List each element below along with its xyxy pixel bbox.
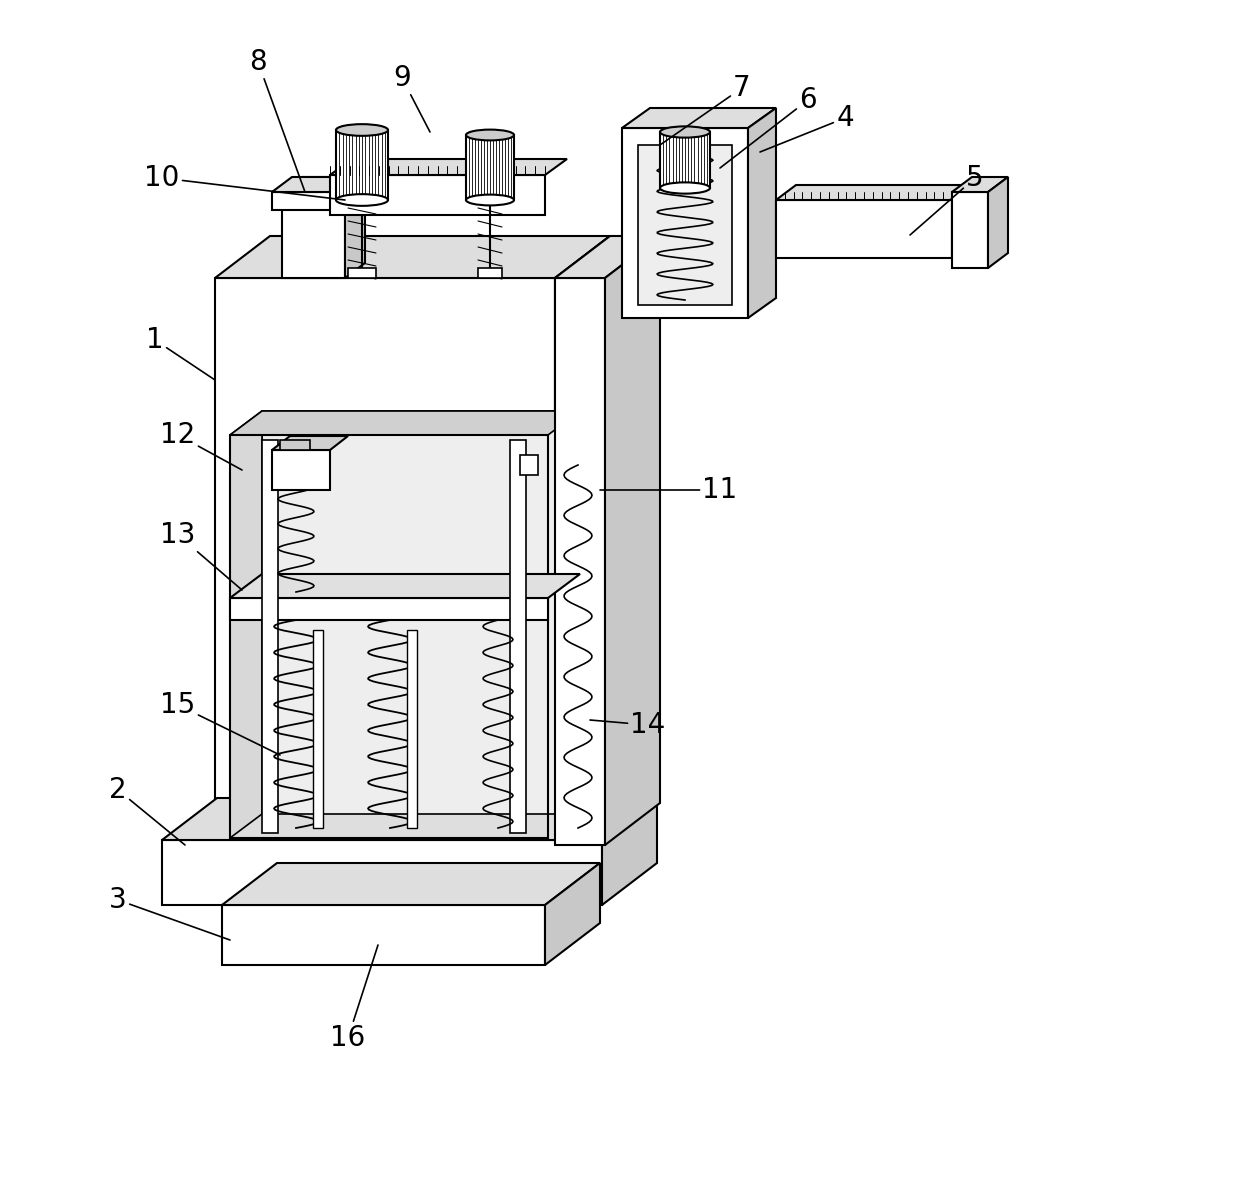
Text: 11: 11 — [600, 476, 738, 504]
Polygon shape — [345, 177, 365, 278]
Text: 13: 13 — [160, 522, 242, 590]
Polygon shape — [330, 159, 567, 175]
Polygon shape — [222, 863, 600, 905]
Polygon shape — [272, 435, 348, 450]
Text: 2: 2 — [109, 776, 185, 845]
Polygon shape — [348, 268, 376, 278]
Polygon shape — [622, 109, 776, 127]
Polygon shape — [407, 630, 417, 828]
Polygon shape — [520, 455, 538, 476]
Text: 14: 14 — [590, 712, 666, 739]
Polygon shape — [556, 236, 610, 845]
Polygon shape — [988, 177, 1008, 268]
Polygon shape — [272, 177, 374, 192]
Polygon shape — [510, 440, 526, 833]
Polygon shape — [952, 192, 988, 268]
Polygon shape — [660, 132, 711, 188]
Polygon shape — [330, 175, 546, 215]
Polygon shape — [222, 905, 546, 965]
Polygon shape — [215, 278, 556, 845]
Text: 10: 10 — [144, 164, 345, 199]
Polygon shape — [280, 440, 310, 450]
Ellipse shape — [660, 183, 711, 194]
Polygon shape — [162, 840, 601, 905]
Ellipse shape — [336, 124, 388, 136]
Polygon shape — [229, 598, 548, 620]
Polygon shape — [262, 411, 580, 814]
Ellipse shape — [660, 126, 711, 138]
Polygon shape — [229, 411, 262, 838]
Text: 7: 7 — [660, 74, 750, 145]
Polygon shape — [281, 192, 345, 278]
Polygon shape — [272, 192, 355, 210]
Polygon shape — [466, 135, 515, 199]
Polygon shape — [312, 630, 322, 828]
Text: 16: 16 — [330, 945, 378, 1053]
Text: 12: 12 — [160, 421, 242, 470]
Polygon shape — [622, 127, 748, 317]
Text: 8: 8 — [249, 48, 305, 192]
Polygon shape — [546, 863, 600, 965]
Polygon shape — [336, 130, 388, 199]
Polygon shape — [639, 145, 732, 304]
Polygon shape — [162, 798, 657, 840]
Ellipse shape — [466, 130, 515, 140]
Text: 4: 4 — [760, 104, 854, 152]
Ellipse shape — [466, 195, 515, 205]
Ellipse shape — [336, 195, 388, 205]
Polygon shape — [262, 440, 278, 833]
Polygon shape — [556, 278, 605, 845]
Polygon shape — [229, 411, 580, 435]
Polygon shape — [281, 177, 365, 192]
Text: 6: 6 — [720, 86, 817, 168]
Polygon shape — [776, 185, 972, 199]
Polygon shape — [215, 236, 610, 278]
Polygon shape — [952, 185, 972, 258]
Polygon shape — [556, 236, 660, 278]
Polygon shape — [952, 177, 1008, 192]
Text: 5: 5 — [910, 164, 983, 235]
Text: 3: 3 — [109, 886, 229, 940]
Polygon shape — [605, 236, 660, 845]
Polygon shape — [477, 268, 502, 278]
Text: 15: 15 — [160, 691, 280, 755]
Polygon shape — [776, 199, 952, 258]
Polygon shape — [272, 450, 330, 490]
Polygon shape — [601, 798, 657, 905]
Polygon shape — [229, 573, 580, 598]
Polygon shape — [748, 109, 776, 317]
Text: 9: 9 — [393, 64, 430, 132]
Text: 1: 1 — [146, 326, 215, 380]
